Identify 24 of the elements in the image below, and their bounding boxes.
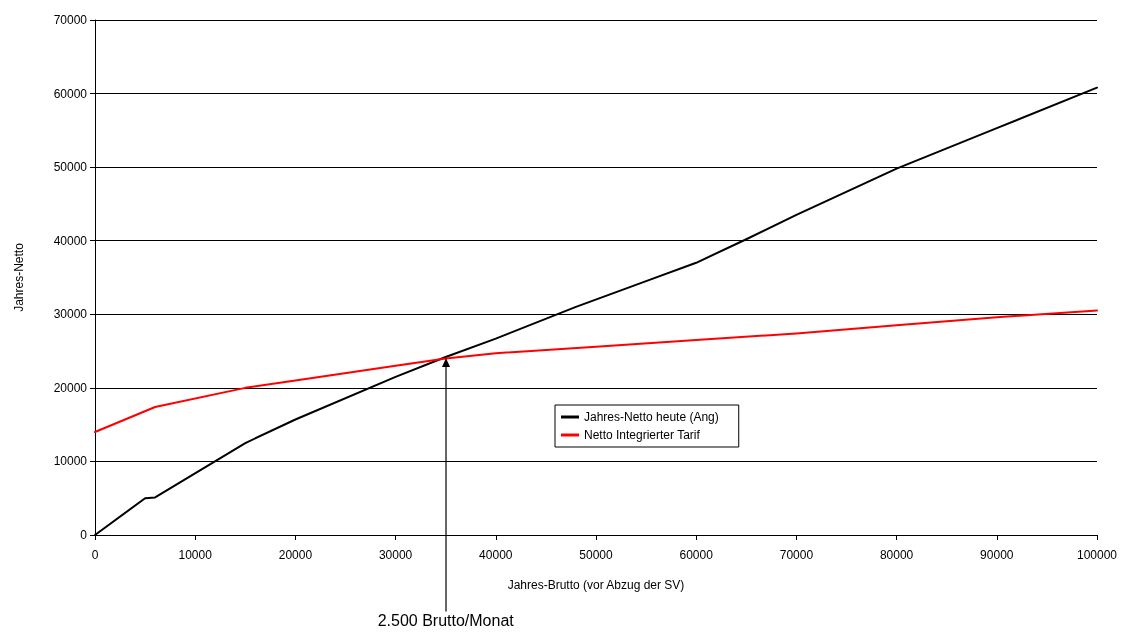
x-tick-label: 60000 xyxy=(679,548,714,562)
x-tick-label: 40000 xyxy=(479,548,513,562)
legend-label: Netto Integrierter Tarif xyxy=(584,428,701,442)
y-axis-title: Jahres-Netto xyxy=(12,242,26,312)
y-tick-label: 30000 xyxy=(53,307,88,322)
legend-label: Jahres-Netto heute (Ang) xyxy=(584,410,719,424)
x-tick-label: 10000 xyxy=(178,548,213,562)
x-tick-label: 50000 xyxy=(579,548,614,562)
y-tick-label: 70000 xyxy=(53,13,88,27)
y-tick-label: 40000 xyxy=(53,233,88,248)
y-tick-label: 20000 xyxy=(53,380,88,395)
y-tick-label: 0 xyxy=(80,528,88,542)
y-tick-label: 10000 xyxy=(53,454,88,469)
x-tick-label: 70000 xyxy=(779,548,814,562)
annotation: 2.500 Brutto/Monat xyxy=(377,612,514,630)
x-tick-label: 100000 xyxy=(1076,548,1118,562)
x-tick-label: 90000 xyxy=(980,548,1014,562)
x-axis-title: Jahres-Brutto (vor Abzug der SV) xyxy=(507,578,685,592)
x-tick-label: 20000 xyxy=(278,548,313,562)
y-tick-label: 50000 xyxy=(53,160,88,175)
y-tick-label: 60000 xyxy=(53,86,88,101)
x-tick-label: 0 xyxy=(91,548,99,562)
x-tick-label: 80000 xyxy=(879,548,914,562)
x-tick-label: 30000 xyxy=(378,548,413,562)
